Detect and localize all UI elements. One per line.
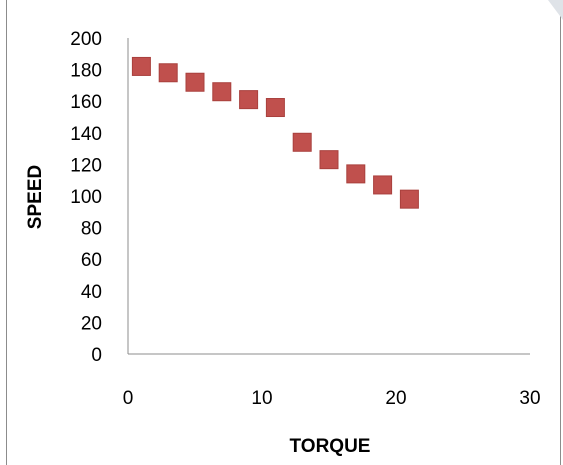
x-tick-label: 20 (385, 388, 406, 409)
y-tick-label: 180 (70, 61, 102, 82)
y-tick-label: 80 (81, 219, 102, 240)
y-tick-label: 140 (70, 124, 102, 145)
y-tick-label: 60 (81, 250, 102, 271)
data-point (239, 90, 259, 110)
data-point (158, 63, 178, 83)
y-axis-title: SPEED (25, 165, 46, 229)
x-tick-label: 0 (123, 388, 134, 409)
y-tick-label: 160 (70, 92, 102, 113)
data-point (185, 72, 205, 92)
y-tick-label: 40 (81, 282, 102, 303)
tick-labels: 0 20 40 60 80 100 120 140 160 180 200 0 10 20 30 (70, 29, 540, 409)
data-point (265, 98, 285, 118)
data-point (292, 132, 312, 152)
data-point (399, 189, 419, 209)
corner-decoration (548, 0, 563, 20)
data-point (131, 56, 151, 76)
x-tick-label: 10 (251, 388, 272, 409)
y-tick-label: 100 (70, 187, 102, 208)
y-tick-label: 200 (70, 29, 102, 50)
y-tick-label: 0 (91, 345, 102, 366)
data-point (319, 150, 339, 170)
data-points (131, 56, 419, 209)
axes (127, 38, 530, 355)
y-tick-label: 20 (81, 313, 102, 334)
x-tick-label: 30 (519, 388, 540, 409)
data-point (212, 82, 232, 102)
data-point (346, 164, 366, 184)
y-tick-label: 120 (70, 155, 102, 176)
x-axis-title: TORQUE (290, 436, 371, 457)
data-point (373, 175, 393, 195)
chart-frame (6, 0, 561, 465)
